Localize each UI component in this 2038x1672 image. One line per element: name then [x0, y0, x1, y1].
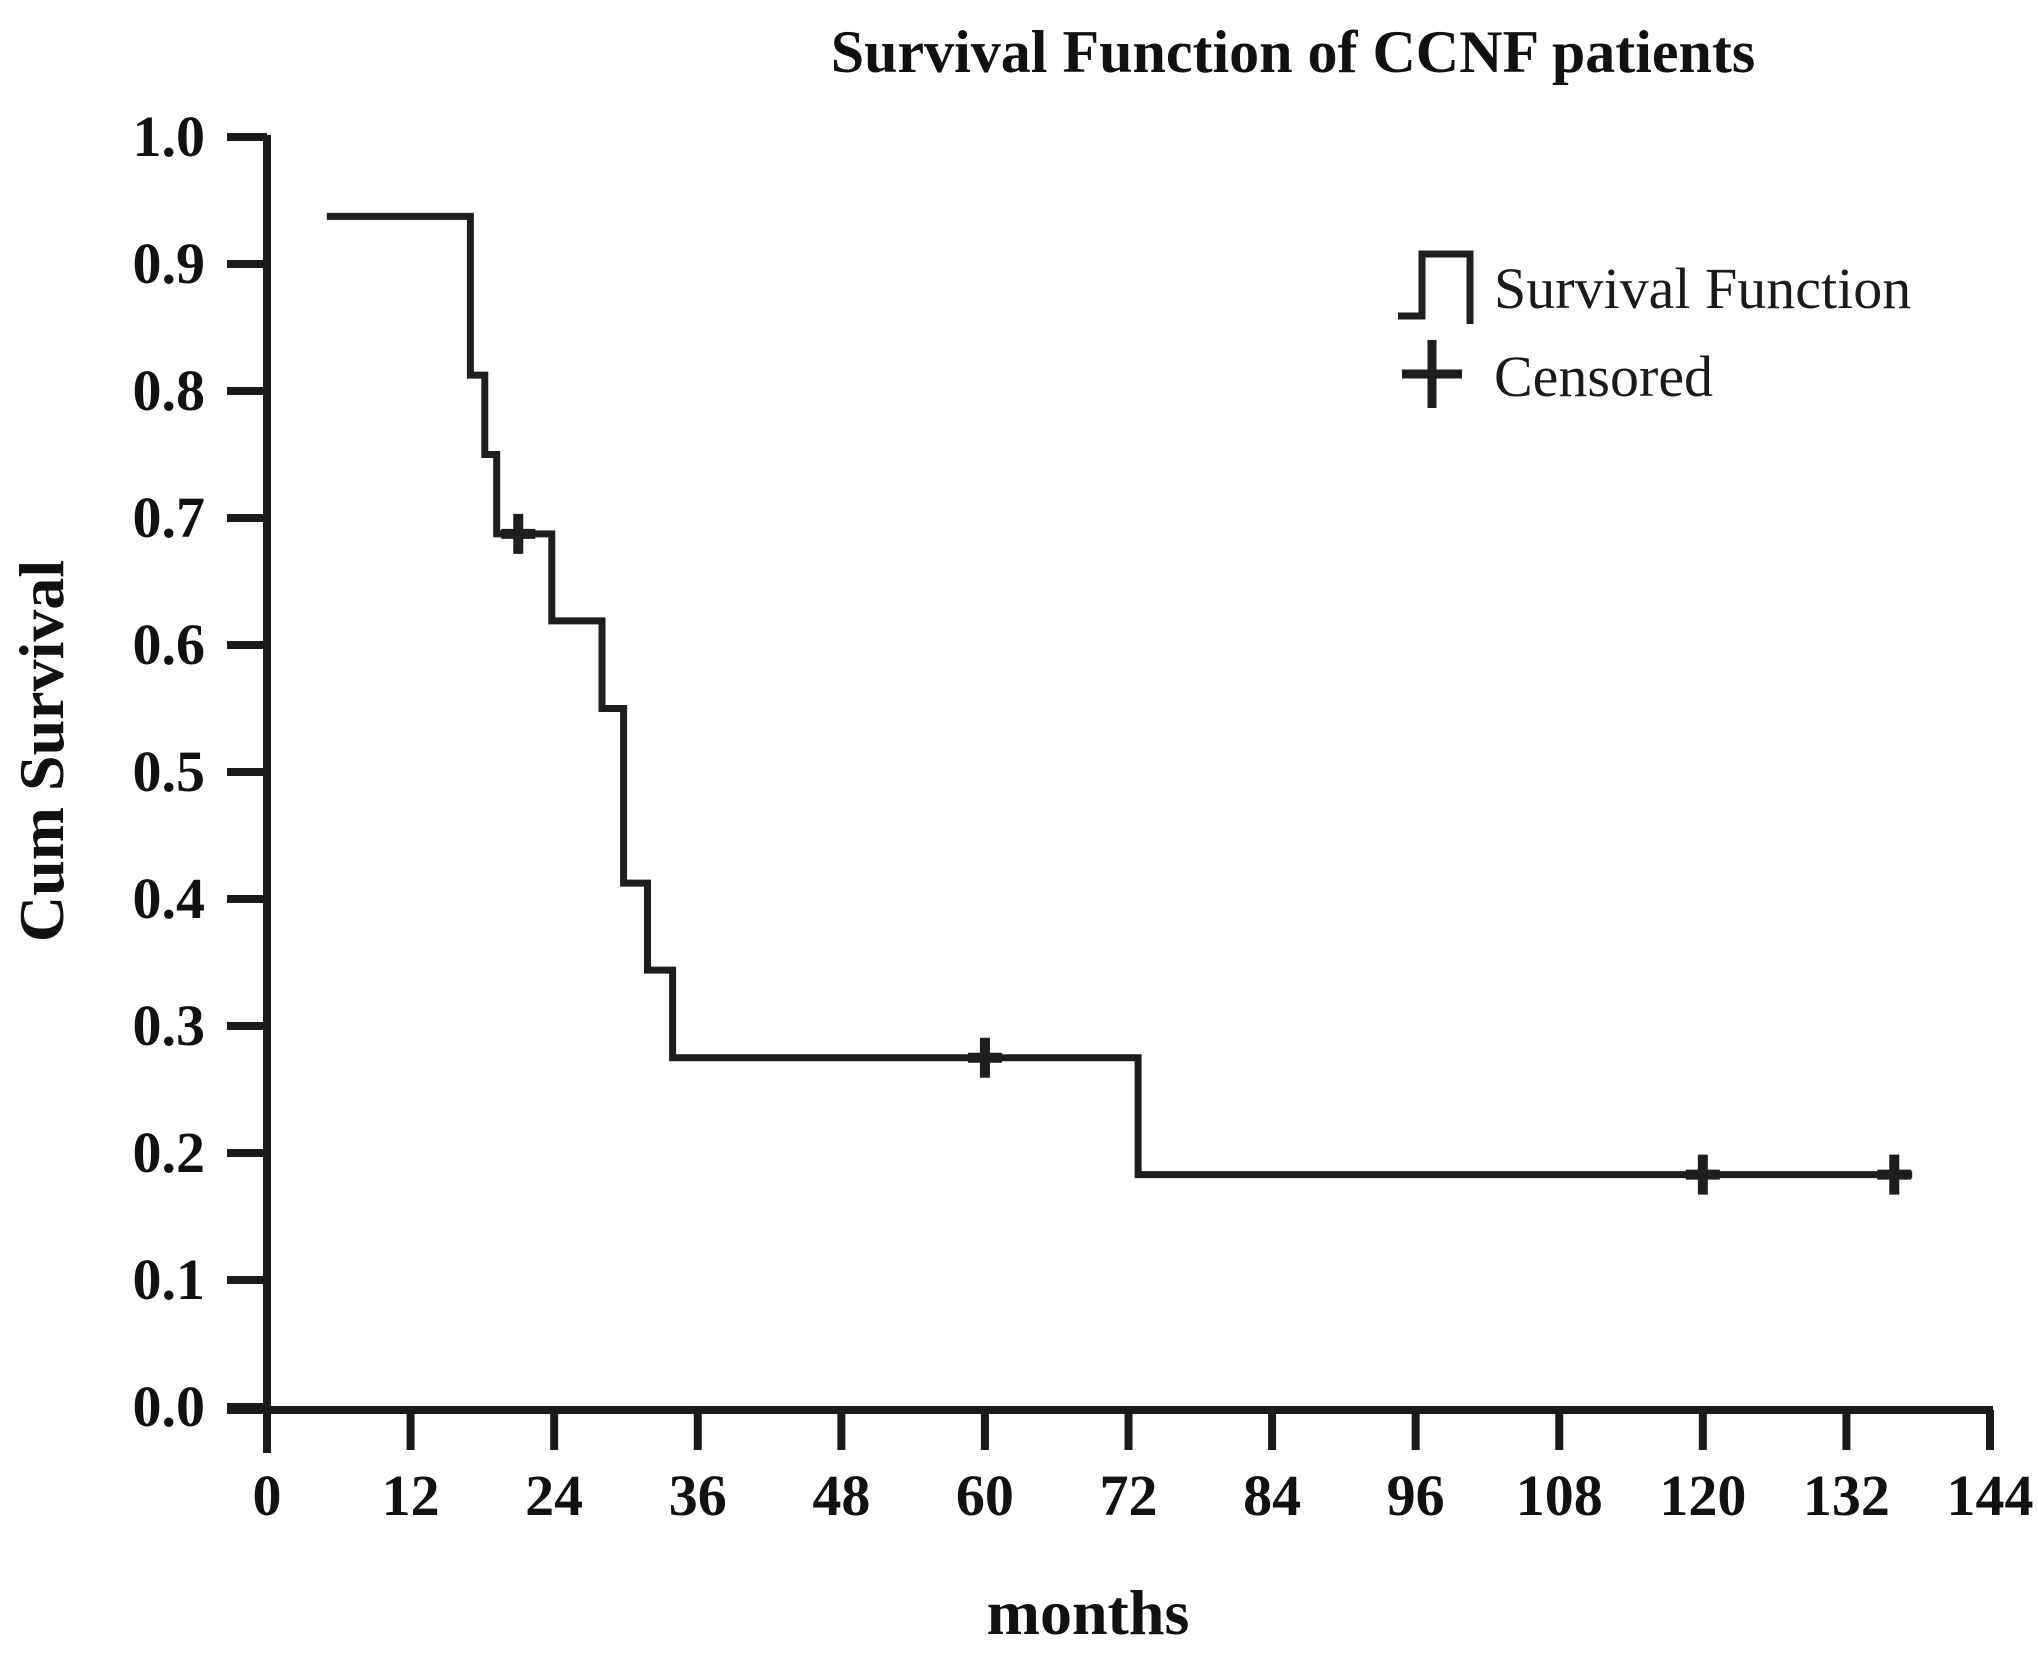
x-tick-label: 96	[1386, 1463, 1445, 1528]
x-tick-label: 120	[1659, 1463, 1747, 1528]
y-tick-label: 0.5	[132, 739, 206, 804]
y-tick-label: 1.0	[132, 104, 206, 169]
x-tick-label: 36	[668, 1463, 727, 1528]
legend-item-censored: Censored	[1396, 332, 1911, 420]
x-axis-title: months	[986, 1577, 1190, 1648]
y-tick-label: 0.4	[132, 866, 206, 931]
y-tick-label: 0.6	[132, 612, 206, 677]
x-tick-label: 72	[1099, 1463, 1158, 1528]
legend-label-censored: Censored	[1494, 343, 1714, 409]
x-tick-label: 132	[1802, 1463, 1890, 1528]
step-line-icon	[1398, 250, 1474, 324]
plus-cross-icon	[1402, 340, 1462, 408]
legend-item-survival-function: Survival Function	[1396, 244, 1911, 332]
x-tick-label: 144	[1946, 1463, 2034, 1528]
x-tick-label: 108	[1515, 1463, 1603, 1528]
y-tick-label: 0.2	[132, 1120, 206, 1185]
x-tick-label: 0	[252, 1463, 282, 1528]
y-tick-label: 0.7	[132, 485, 206, 550]
y-tick-label: 0.1	[132, 1247, 206, 1312]
x-tick-label: 12	[381, 1463, 440, 1528]
y-tick-label: 0.8	[132, 358, 206, 423]
legend: Survival Function Censored	[1396, 244, 1911, 420]
x-tick-label: 48	[812, 1463, 871, 1528]
legend-label-survival-function: Survival Function	[1494, 255, 1912, 321]
y-tick-label: 0.9	[132, 231, 206, 296]
x-tick-label: 24	[525, 1463, 584, 1528]
x-tick-label: 60	[955, 1463, 1014, 1528]
chart-title: Survival Function of CCNF patients	[830, 19, 1756, 85]
x-tick-label: 84	[1243, 1463, 1302, 1528]
y-tick-label: 0.3	[132, 993, 206, 1058]
y-tick-label: 0.0	[132, 1374, 206, 1439]
